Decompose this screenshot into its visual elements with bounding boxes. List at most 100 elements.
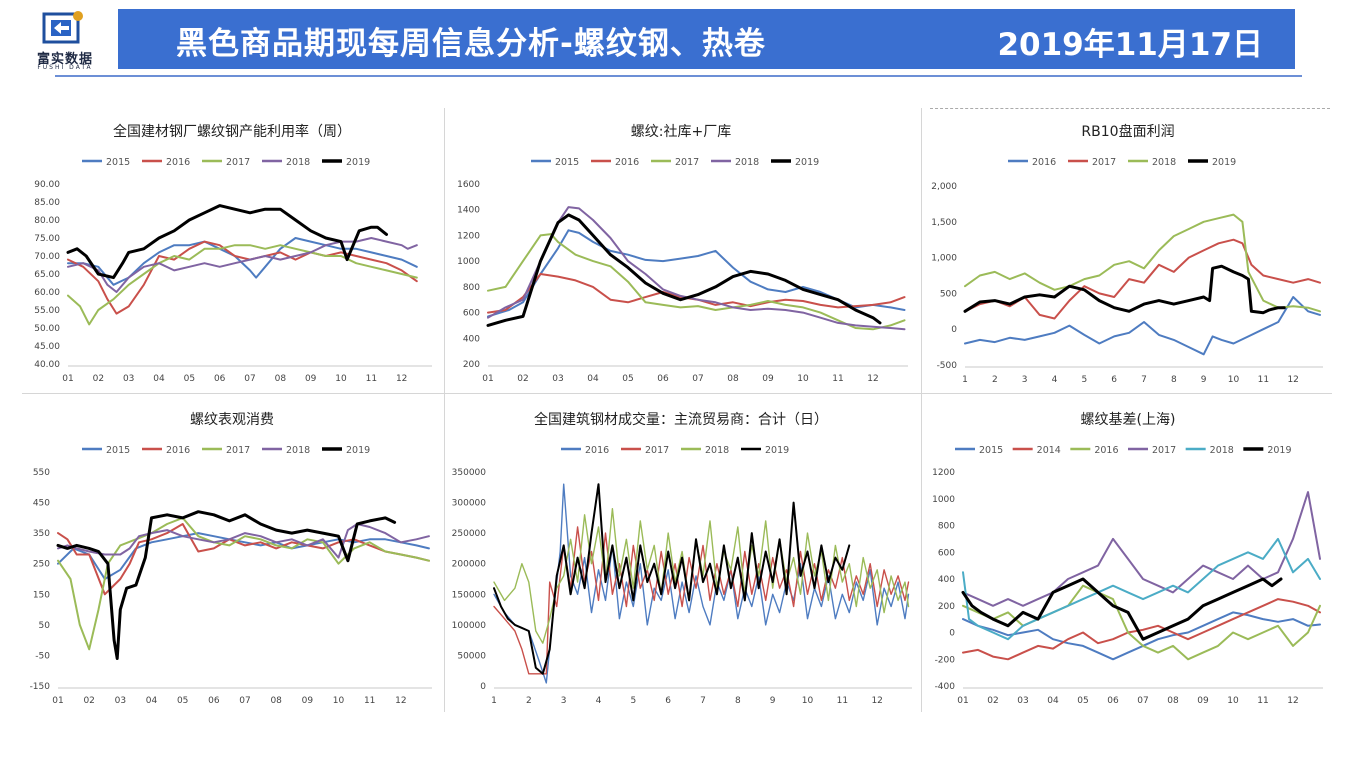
- legend-label: 2014: [1037, 445, 1061, 456]
- x-tick-label: 06: [1107, 696, 1119, 706]
- legend-label: 2015: [106, 157, 130, 168]
- x-tick-label: 11: [837, 696, 848, 706]
- series-line-2014: [962, 598, 1321, 661]
- y-tick-label: 50000: [457, 651, 486, 661]
- y-tick-label: -400: [935, 682, 956, 692]
- x-tick-label: 6: [665, 696, 671, 706]
- y-tick-label: 0: [951, 325, 957, 335]
- x-tick-label: 04: [146, 696, 158, 706]
- y-tick-label: 1000: [932, 495, 955, 505]
- legend-label: 2017: [1092, 157, 1116, 168]
- x-tick-label: 03: [1017, 696, 1028, 706]
- chart-panel-6: 螺纹基差(上海) 2015 2014 2016 2017 2018 2019 1200 1000…: [925, 396, 1331, 712]
- series-line-2018: [964, 213, 1321, 313]
- chart-rebar-inventory: 螺纹:社库+厂库 2015 2016 2017 2018 2019 1600 1400 1200…: [457, 124, 908, 384]
- y-tick-label: 1,000: [931, 254, 957, 264]
- panel-divider: [921, 108, 922, 712]
- x-tick-label: 12: [867, 374, 878, 384]
- y-tick-label: -200: [935, 655, 956, 665]
- y-tick-label: 1000: [457, 257, 480, 267]
- x-tick-label: 02: [83, 696, 94, 706]
- x-tick-label: 5: [630, 696, 636, 706]
- x-tick-label: 08: [275, 374, 287, 384]
- x-tick-label: 12: [1287, 375, 1298, 385]
- series-line-2018: [487, 206, 906, 331]
- x-tick-label: 1: [491, 696, 497, 706]
- x-tick-label: 2: [992, 375, 998, 385]
- company-logo: 富实数据 FUSHI DATA: [16, 8, 114, 71]
- y-tick-label: 90.00: [34, 180, 60, 190]
- x-tick-label: 6: [1111, 375, 1117, 385]
- legend-label: 2018: [705, 445, 729, 456]
- x-tick-label: 8: [1171, 375, 1177, 385]
- x-tick-label: 03: [552, 374, 563, 384]
- chart-construction-steel-volume: 全国建筑钢材成交量：主流贸易商：合计（日）2016 2017 2018 2019350…: [452, 411, 912, 706]
- y-tick-label: 400: [938, 575, 955, 585]
- y-tick-label: 800: [938, 522, 955, 532]
- y-tick-label: 600: [938, 548, 955, 558]
- series-line-2018: [962, 537, 1321, 641]
- title-banner: 黑色商品期现每周信息分析-螺纹钢、热卷 2019年11月17日: [118, 9, 1295, 69]
- y-tick-label: 1600: [457, 180, 480, 190]
- x-tick-label: 05: [622, 374, 633, 384]
- x-tick-label: 04: [153, 374, 165, 384]
- series-line-2017: [964, 238, 1321, 320]
- chart-title: 螺纹:社库+厂库: [631, 124, 731, 140]
- header-divider: [55, 75, 1302, 77]
- series-line-2018: [493, 508, 910, 644]
- x-tick-label: 09: [302, 696, 314, 706]
- y-tick-label: 450: [33, 499, 50, 509]
- fushi-logo-icon: [42, 11, 83, 44]
- y-tick-label: 350000: [452, 468, 487, 478]
- series-line-2018: [67, 237, 418, 293]
- logo-text-cn: 富实数据: [36, 52, 93, 67]
- x-tick-label: 9: [770, 696, 776, 706]
- x-tick-label: 01: [957, 696, 968, 706]
- x-tick-label: 09: [1197, 696, 1209, 706]
- x-tick-label: 9: [1201, 375, 1207, 385]
- series-line-2017: [67, 244, 418, 326]
- x-tick-label: 4: [596, 696, 602, 706]
- chart-panel-4: 螺纹表观消费 2015 2016 2017 2018 2019 550 450 350 250 15…: [22, 396, 442, 712]
- y-tick-label: 200: [463, 360, 480, 370]
- x-tick-label: 01: [482, 374, 493, 384]
- x-tick-label: 8: [735, 696, 741, 706]
- chart-rebar-capacity-utilization: 全国建材钢厂螺纹钢产能利用率（周） 2015 2016 2017 2018 2019 90.…: [34, 123, 432, 384]
- y-tick-label: 300000: [452, 499, 487, 509]
- x-tick-label: 07: [1137, 696, 1148, 706]
- y-tick-label: 800: [463, 283, 480, 293]
- chart-panel-1: 全国建材钢厂螺纹钢产能利用率（周） 2015 2016 2017 2018 2019 90.…: [22, 108, 442, 390]
- legend-label: 2016: [1094, 445, 1118, 456]
- y-tick-label: 1200: [932, 468, 955, 478]
- x-tick-label: 10: [333, 696, 345, 706]
- series-line-2019: [493, 483, 851, 675]
- legend-label: 2019: [346, 445, 370, 456]
- x-tick-label: 01: [52, 696, 63, 706]
- chart-title: 螺纹表观消费: [190, 412, 274, 428]
- chart-title: RB10盘面利润: [1081, 123, 1174, 140]
- legend-label: 2019: [795, 157, 819, 168]
- y-tick-label: 1,500: [931, 218, 957, 228]
- x-tick-label: 08: [270, 696, 282, 706]
- x-tick-label: 06: [208, 696, 220, 706]
- y-tick-label: 85.00: [34, 198, 60, 208]
- y-tick-label: 150: [33, 590, 50, 600]
- y-tick-label: 600: [463, 309, 480, 319]
- y-tick-label: 100000: [452, 621, 487, 631]
- logo-text-en: FUSHI DATA: [37, 64, 93, 71]
- y-tick-label: 250000: [452, 529, 487, 539]
- panel-divider: [444, 108, 445, 712]
- legend-label: 2017: [675, 157, 699, 168]
- x-tick-label: 07: [692, 374, 703, 384]
- y-tick-label: 50.00: [34, 324, 60, 334]
- legend-label: 2019: [1212, 157, 1236, 168]
- y-tick-label: 200: [938, 602, 955, 612]
- x-tick-label: 09: [305, 374, 317, 384]
- y-tick-label: 2,000: [931, 182, 957, 192]
- y-tick-label: -150: [30, 682, 51, 692]
- page-title: 黑色商品期现每周信息分析-螺纹钢、热卷: [176, 26, 766, 62]
- legend-label: 2018: [286, 157, 310, 168]
- x-tick-label: 4: [1052, 375, 1058, 385]
- y-tick-label: 50: [39, 621, 51, 631]
- y-tick-label: 70.00: [34, 252, 60, 262]
